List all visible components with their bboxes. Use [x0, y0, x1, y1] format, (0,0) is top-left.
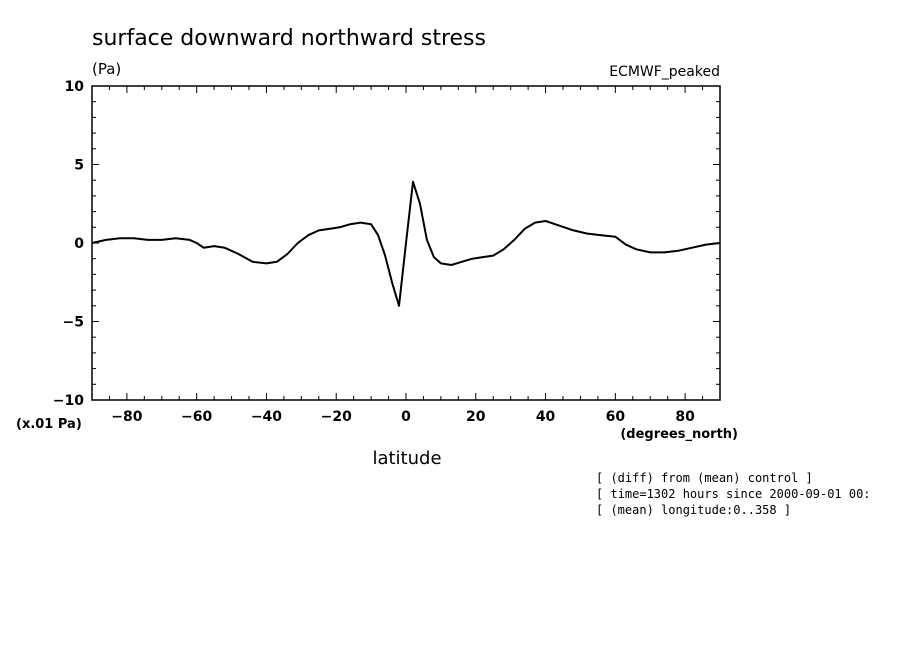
y-scale-label: (x.01 Pa): [16, 417, 82, 432]
footnote-time: [ time=1302 hours since 2000-09-01 00:: [596, 487, 871, 501]
series-layer: [91, 180, 721, 307]
x-tick-label: −80: [111, 409, 142, 425]
axis-tick-labels: −80 −60 −40 −20 0 20 40 60 80 −10 −5 0 5 10: [53, 79, 695, 425]
x-tick-label: 80: [675, 409, 695, 425]
y-tick-label: 10: [65, 79, 85, 95]
y-units-label: (Pa): [92, 60, 121, 78]
x-tick-label: −60: [181, 409, 212, 425]
x-tick-label: −20: [321, 409, 352, 425]
y-tick-label: −10: [53, 393, 84, 409]
series-label: ECMWF_peaked: [609, 64, 720, 80]
footnote-diff: [ (diff) from (mean) control ]: [596, 471, 813, 485]
x-tick-label: 40: [536, 409, 556, 425]
x-axis-label: latitude: [372, 448, 441, 469]
x-tick-label: 0: [401, 409, 411, 425]
footnote-longitude: [ (mean) longitude:0..358 ]: [596, 503, 791, 517]
chart-title: surface downward northward stress: [92, 26, 486, 51]
y-tick-label: 0: [74, 236, 84, 252]
y-tick-label: 5: [74, 158, 84, 174]
x-tick-label: 60: [606, 409, 626, 425]
y-tick-label: −5: [63, 315, 84, 331]
x-tick-label: −40: [251, 409, 282, 425]
x-tick-label: 20: [466, 409, 486, 425]
x-units-label: (degrees_north): [620, 427, 738, 442]
axis-ticks: [91, 85, 721, 401]
series-line-0: [91, 180, 721, 307]
